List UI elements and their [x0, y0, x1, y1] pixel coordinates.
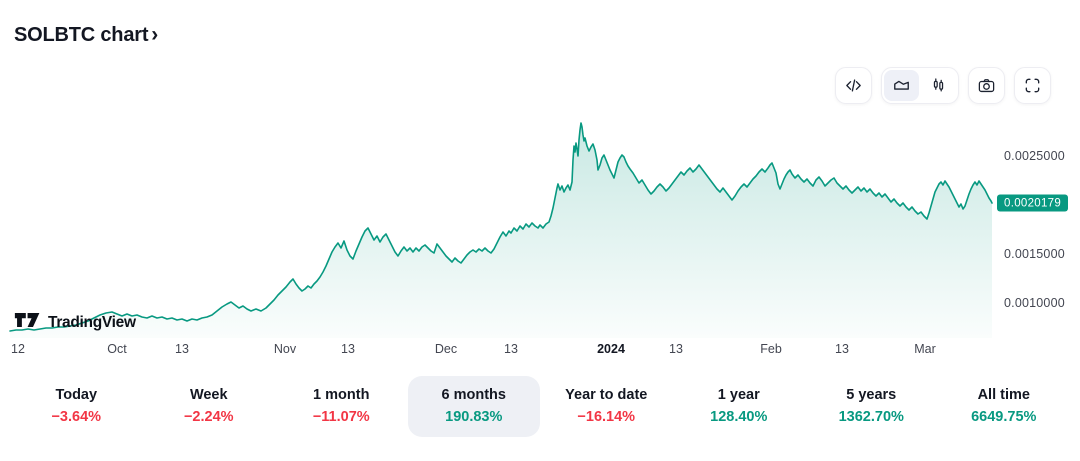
- tradingview-logo-mark-icon: [14, 310, 42, 335]
- period-label: 1 year: [717, 387, 760, 403]
- page-title: SOLBTC chart: [14, 24, 149, 46]
- period-value: 1362.70%: [838, 409, 904, 425]
- snapshot-button[interactable]: [968, 67, 1005, 104]
- y-axis-tick: 0.0015000: [1004, 247, 1065, 261]
- x-axis-tick: 12: [11, 342, 25, 356]
- candlestick-icon: [929, 76, 948, 95]
- y-axis-tick: 0.0025000: [1004, 149, 1065, 163]
- period-value: 128.40%: [710, 409, 768, 425]
- period-label: Year to date: [565, 387, 648, 403]
- x-axis-tick: 13: [341, 342, 355, 356]
- period-button-1-year[interactable]: 1 year 128.40%: [673, 376, 806, 437]
- tradingview-logo-text: TradingView: [48, 313, 136, 331]
- price-area: [10, 123, 992, 338]
- x-axis-tick: Oct: [107, 342, 127, 356]
- period-value: −16.14%: [577, 409, 636, 425]
- period-label: 1 month: [313, 387, 370, 403]
- period-button-year-to-date[interactable]: Year to date −16.14%: [540, 376, 673, 437]
- period-value: −2.24%: [183, 409, 234, 425]
- area-chart-icon: [892, 76, 911, 95]
- x-axis-tick: Mar: [914, 342, 936, 356]
- candlestick-button[interactable]: [921, 70, 956, 101]
- x-axis: 12 Oct 13 Nov 13 Dec 13 2024 13 Feb 13 Mar: [0, 342, 1000, 358]
- x-axis-tick: Dec: [434, 342, 458, 356]
- period-value: −3.64%: [51, 409, 102, 425]
- chart-type-toggle: [881, 67, 959, 104]
- period-button-1-month[interactable]: 1 month −11.07%: [275, 376, 408, 437]
- y-axis-tick: 0.0010000: [1004, 296, 1065, 310]
- period-label: Week: [189, 387, 228, 403]
- period-button-6-months[interactable]: 6 months 190.83%: [407, 376, 540, 437]
- period-label: 6 months: [441, 387, 506, 403]
- camera-icon: [977, 76, 996, 95]
- x-axis-tick: Feb: [760, 342, 782, 356]
- period-label: 5 years: [846, 387, 897, 403]
- fullscreen-icon: [1023, 76, 1042, 95]
- period-button-all-time[interactable]: All time 6649.75%: [938, 376, 1071, 437]
- x-axis-tick: 13: [669, 342, 683, 356]
- period-button-week[interactable]: Week −2.24%: [143, 376, 276, 437]
- period-value: 6649.75%: [971, 409, 1037, 425]
- tradingview-logo[interactable]: TradingView: [14, 310, 136, 335]
- area-chart-button[interactable]: [884, 70, 919, 101]
- chevron-right-icon: ›: [151, 22, 159, 46]
- chart-title-link[interactable]: SOLBTC chart ›: [14, 22, 159, 47]
- period-label: Today: [55, 387, 98, 403]
- period-row: Today −3.64% Week −2.24% 1 month −11.07%…: [10, 376, 1070, 437]
- period-value: −11.07%: [312, 409, 370, 425]
- x-axis-tick: 13: [504, 342, 518, 356]
- x-axis-tick: Nov: [273, 342, 297, 356]
- period-value: 190.83%: [445, 409, 503, 425]
- x-axis-tick: 13: [835, 342, 849, 356]
- code-icon: [844, 76, 863, 95]
- period-button-5-years[interactable]: 5 years 1362.70%: [805, 376, 938, 437]
- embed-code-button[interactable]: [835, 67, 872, 104]
- chart-toolbar: [835, 67, 1051, 104]
- period-label: All time: [977, 387, 1030, 403]
- fullscreen-button[interactable]: [1014, 67, 1051, 104]
- price-line: [9, 122, 993, 332]
- period-button-today[interactable]: Today −3.64%: [10, 376, 143, 437]
- x-axis-tick: 2024: [597, 342, 625, 356]
- x-axis-tick: 13: [175, 342, 189, 356]
- price-badge: 0.0020179: [997, 194, 1069, 212]
